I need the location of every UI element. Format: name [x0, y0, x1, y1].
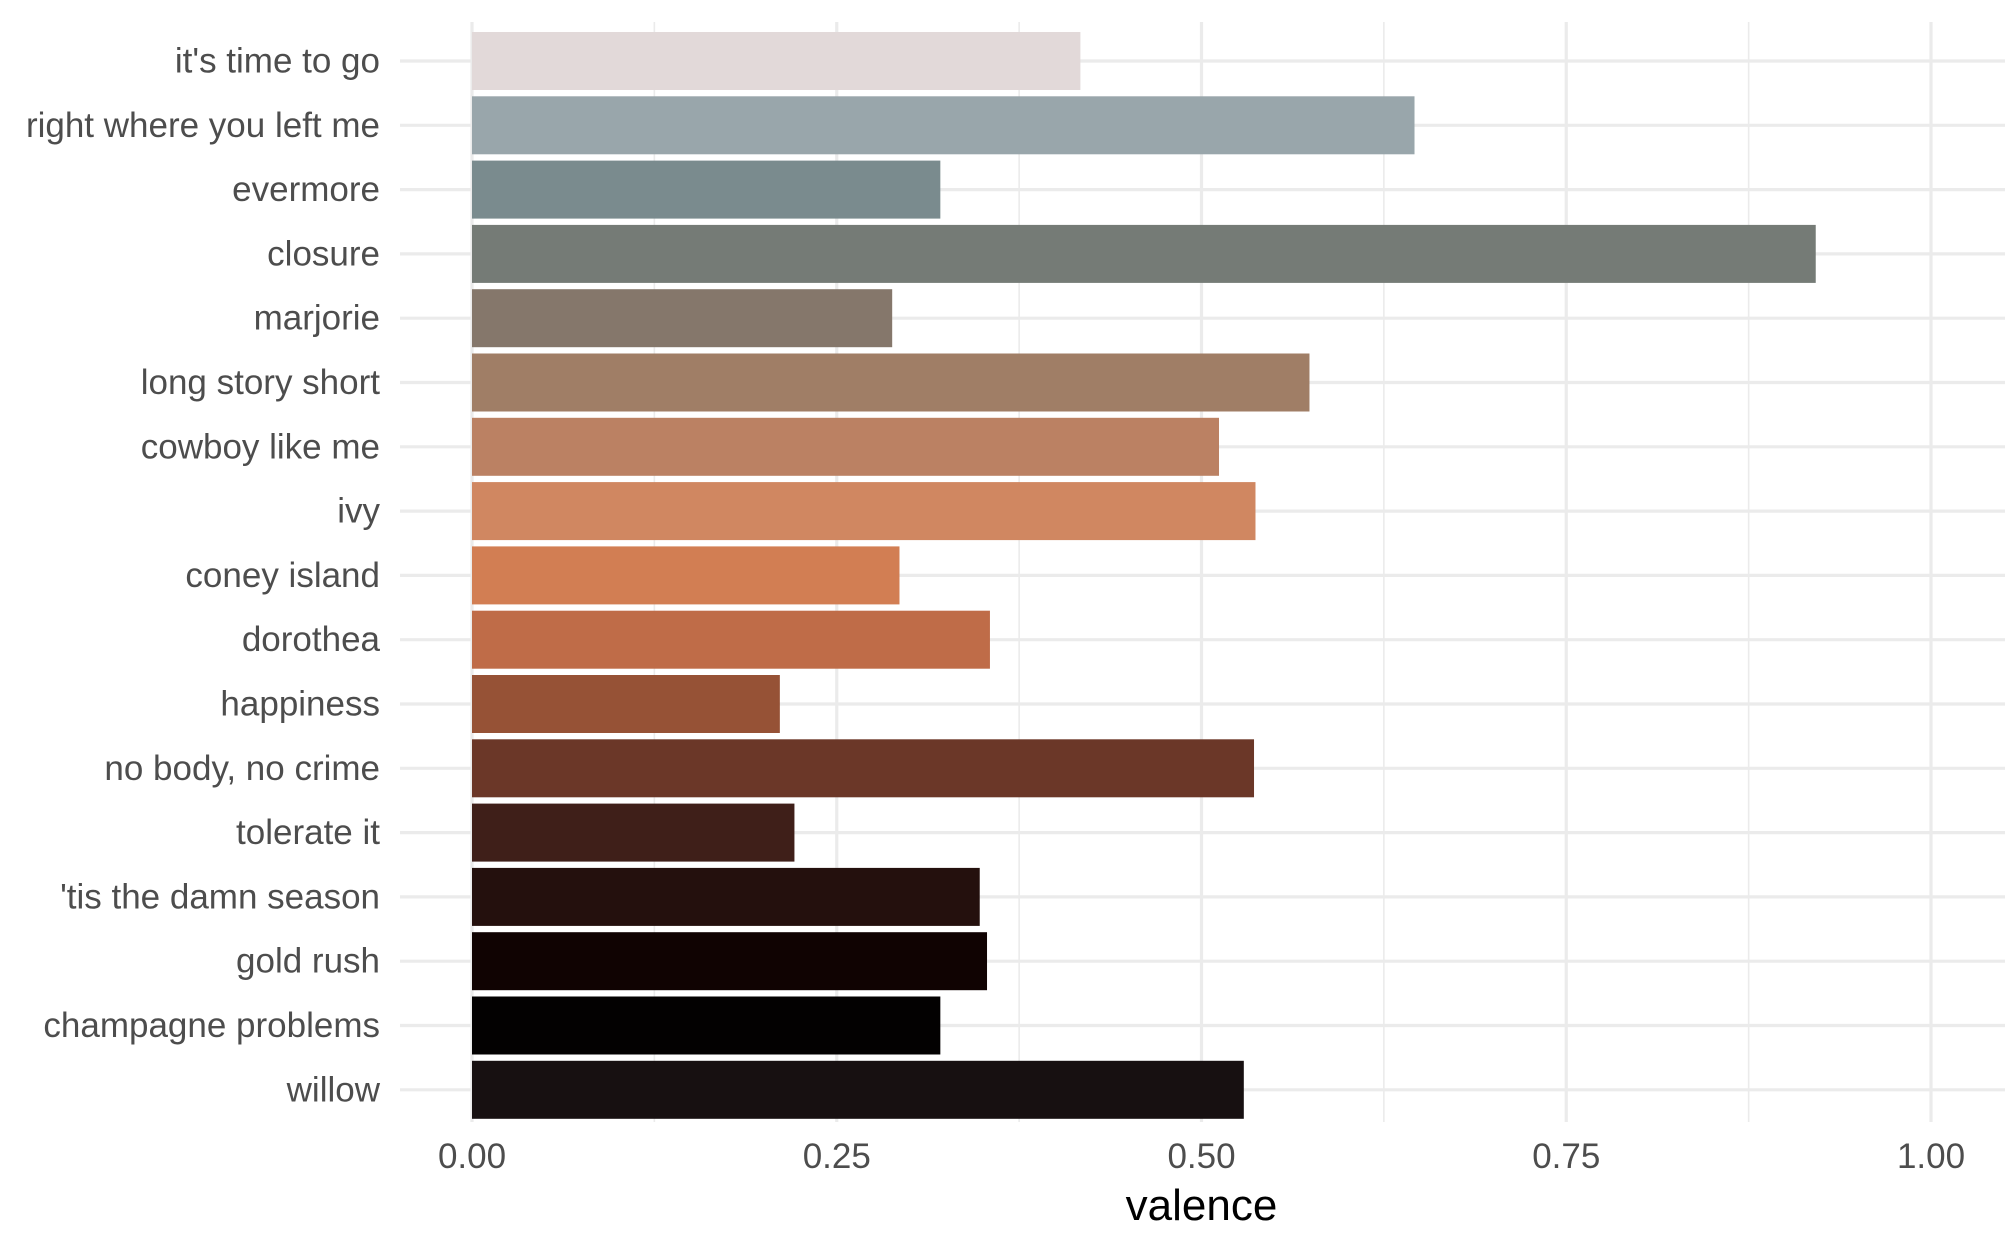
- category-label: dorothea: [242, 620, 381, 659]
- x-tick-label: 0.00: [438, 1137, 506, 1176]
- x-axis-title: valence: [1126, 1181, 1278, 1230]
- x-tick-label: 1.00: [1897, 1137, 1965, 1176]
- bar: [472, 867, 980, 926]
- bars: [472, 32, 1816, 1119]
- bar: [472, 96, 1415, 155]
- bar: [472, 417, 1220, 476]
- x-tick-label: 0.75: [1532, 1137, 1600, 1176]
- category-label: marjorie: [254, 299, 380, 338]
- category-label: no body, no crime: [104, 749, 380, 788]
- bar: [472, 739, 1255, 798]
- category-label: coney island: [185, 556, 380, 595]
- category-label: ivy: [337, 492, 380, 531]
- category-label: it's time to go: [175, 42, 380, 81]
- bar: [472, 610, 990, 669]
- bar: [472, 482, 1256, 541]
- x-tick-labels: 0.00 0.25 0.50 0.75 1.00: [438, 1137, 1965, 1176]
- bar: [472, 803, 795, 862]
- category-labels: it's time to go right where you left me ev…: [26, 42, 381, 1110]
- category-label: champagne problems: [43, 1006, 380, 1045]
- category-label: cowboy like me: [141, 427, 380, 466]
- bar: [472, 1060, 1244, 1119]
- bar: [472, 32, 1081, 90]
- category-label: 'tis the damn season: [60, 877, 380, 916]
- bar: [472, 996, 941, 1055]
- category-label: happiness: [220, 685, 380, 724]
- bar: [472, 289, 893, 348]
- bar: [472, 675, 780, 733]
- category-label: gold rush: [236, 942, 380, 981]
- category-label: evermore: [232, 170, 380, 209]
- bar: [472, 353, 1310, 412]
- x-tick-label: 0.50: [1167, 1137, 1235, 1176]
- category-label: closure: [267, 234, 380, 273]
- bar: [472, 546, 900, 605]
- x-tick-label: 0.25: [803, 1137, 871, 1176]
- category-label: tolerate it: [236, 813, 380, 852]
- category-label: right where you left me: [26, 106, 380, 145]
- category-label: willow: [286, 1070, 381, 1109]
- bar: [472, 932, 988, 991]
- bar: [472, 160, 941, 219]
- category-label: long story short: [141, 363, 381, 402]
- bar: [472, 224, 1816, 283]
